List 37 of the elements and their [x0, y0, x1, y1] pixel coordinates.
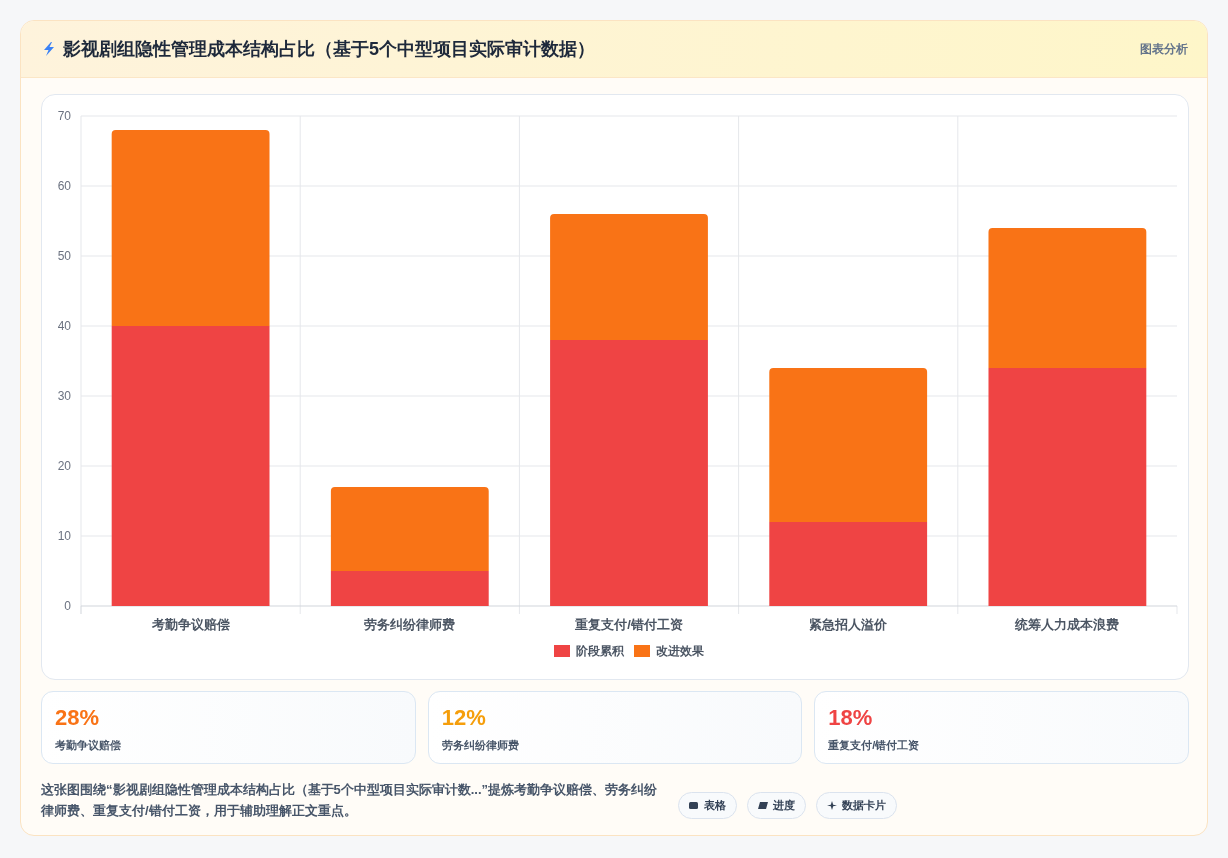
- bar: [769, 522, 928, 606]
- y-tick-label: 50: [57, 249, 72, 263]
- text: 18%: [828, 705, 873, 731]
- y-tick-label: 0: [64, 599, 72, 613]
- text: 数据卡片: [842, 798, 886, 813]
- y-tick-label: 30: [57, 389, 72, 403]
- text: 表格: [704, 798, 726, 813]
- text: 28%: [55, 705, 100, 731]
- bar: [550, 214, 708, 340]
- bar: [550, 340, 708, 606]
- x-tick-label: 考勤争议赔偿: [150, 616, 230, 632]
- bar: [330, 487, 489, 571]
- text: 12%: [441, 705, 486, 731]
- bar: [988, 228, 1147, 368]
- text: 这张图围绕“影视剧组隐性管理成本结构占比（基于5个中型项目实际审计数...”提炼考勤争议赔偿、劳务纠纷律师费、重复支付/错付工资，用于辅助理解正文重点。: [41, 781, 659, 820]
- x-tick-label: 重复支付/错付工资: [574, 616, 683, 632]
- text: 进度: [773, 798, 795, 813]
- text: 图表分析: [1140, 41, 1188, 58]
- bar: [111, 326, 270, 606]
- y-tick-label: 20: [57, 459, 72, 473]
- x-tick-label: 劳务纠纷律师费: [364, 616, 456, 632]
- bar: [111, 130, 270, 326]
- bar: [769, 368, 928, 522]
- y-tick-label: 70: [57, 109, 72, 123]
- legend-label: 阶段累积: [576, 644, 625, 658]
- y-tick-label: 60: [57, 179, 72, 193]
- text: 劳务纠纷律师费: [441, 738, 519, 753]
- chart-title: 影视剧组隐性管理成本结构占比（基于5个中型项目实际审计数据）: [63, 38, 596, 61]
- text: 重复支付/错付工资: [828, 738, 920, 753]
- bar: [988, 368, 1147, 606]
- text: 考勤争议赔偿: [55, 738, 121, 753]
- y-tick-label: 10: [57, 529, 72, 543]
- x-tick-label: 紧急招人溢价: [809, 616, 889, 632]
- y-tick-label: 40: [57, 319, 72, 333]
- legend-label: 改进效果: [656, 644, 705, 658]
- x-tick-label: 统筹人力成本浪费: [1014, 616, 1120, 632]
- bar: [330, 571, 489, 606]
